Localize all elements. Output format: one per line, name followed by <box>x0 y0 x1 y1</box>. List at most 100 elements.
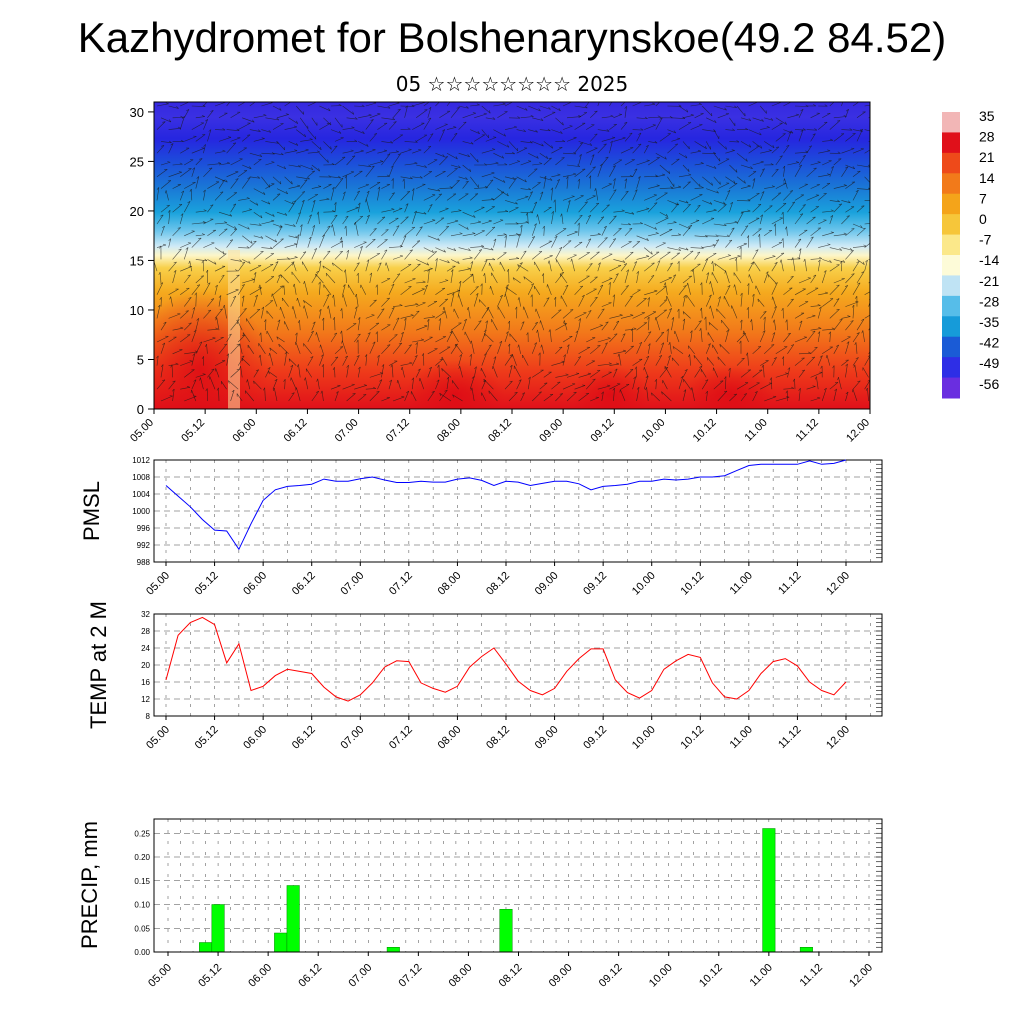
wind-arrow-head <box>565 373 569 376</box>
wind-arrow <box>388 379 392 390</box>
wind-arrow <box>311 391 319 402</box>
wind-arrow <box>852 129 863 132</box>
wind-arrow-head <box>273 387 275 391</box>
wind-arrow <box>458 247 471 251</box>
wind-arrow <box>787 258 801 260</box>
wind-arrow-head <box>246 246 250 249</box>
wind-arrow <box>427 133 434 142</box>
wind-arrow <box>354 385 367 390</box>
wind-arrow-head <box>873 184 874 187</box>
wind-arrow-head <box>559 393 563 395</box>
wind-arrow-head <box>243 308 247 310</box>
wind-arrow <box>493 129 506 137</box>
wind-arrow <box>358 164 371 167</box>
wind-arrow-head <box>502 102 506 105</box>
wind-arrow <box>659 211 668 217</box>
wind-arrow-head <box>570 309 574 311</box>
wind-arrow-head <box>656 184 660 186</box>
wind-arrow-head <box>617 353 620 357</box>
wind-arrow-head <box>493 238 497 242</box>
wind-arrow <box>624 132 633 142</box>
wind-arrow <box>203 167 213 178</box>
wind-arrow-head <box>574 231 578 233</box>
wind-arrow <box>504 126 517 130</box>
wind-arrow <box>334 251 343 260</box>
wind-arrow <box>702 129 716 132</box>
wind-arrow-head <box>177 313 181 315</box>
wind-arrow <box>702 244 716 248</box>
wind-arrow <box>450 180 460 189</box>
wind-arrow <box>249 240 257 248</box>
wind-arrow <box>864 379 870 390</box>
heatmap-y-tick-label: 20 <box>130 204 144 219</box>
wind-arrow-head <box>485 320 488 324</box>
wind-arrow <box>334 156 346 166</box>
wind-arrow <box>416 281 426 284</box>
wind-arrow <box>400 315 414 319</box>
wind-arrow-head <box>645 145 649 148</box>
wind-arrow <box>624 211 634 215</box>
wind-arrow <box>856 271 865 284</box>
wind-arrow <box>491 319 498 331</box>
wind-arrow-head <box>443 249 446 253</box>
wind-arrow <box>647 316 650 331</box>
wind-arrow <box>160 395 173 402</box>
wind-arrow-head <box>683 295 686 298</box>
wind-arrow-head <box>159 297 162 300</box>
wind-arrow <box>520 116 534 119</box>
wind-arrow <box>597 102 600 107</box>
wind-arrow-head <box>410 314 414 316</box>
wind-arrow-head <box>551 211 554 214</box>
wind-arrow <box>184 136 197 142</box>
wind-arrow-head <box>162 121 166 123</box>
wind-arrow <box>783 102 792 107</box>
wind-arrow-head <box>416 240 420 242</box>
wind-arrow-head <box>630 251 634 253</box>
wind-arrow <box>450 259 460 264</box>
wind-arrow <box>330 129 342 134</box>
wind-arrow-head <box>837 120 841 122</box>
wind-arrow <box>381 153 391 166</box>
wind-arrow-head <box>396 225 400 228</box>
wind-arrow-head <box>530 210 534 214</box>
wind-arrow <box>400 149 412 154</box>
wind-arrow <box>412 263 421 272</box>
wind-arrow <box>845 301 859 307</box>
wind-arrow-head <box>857 380 861 383</box>
wind-arrow <box>474 207 485 213</box>
wind-arrow-head <box>639 222 643 225</box>
wind-arrow-head <box>409 361 413 364</box>
wind-arrow-head <box>356 262 360 265</box>
wind-arrow <box>655 309 667 319</box>
wind-arrow <box>238 122 251 130</box>
wind-arrow <box>682 250 694 260</box>
wind-arrow-head <box>318 260 322 264</box>
wind-arrow <box>272 379 278 390</box>
wind-arrow <box>341 308 343 319</box>
wind-arrow-head <box>426 318 430 322</box>
wind-arrow-head <box>186 386 191 388</box>
wind-arrow-head <box>591 154 595 157</box>
wind-arrow <box>272 105 282 111</box>
wind-arrow <box>560 295 568 307</box>
wind-arrow <box>353 190 360 201</box>
wind-arrow <box>806 315 816 319</box>
wind-arrow <box>609 265 622 272</box>
wind-arrow <box>258 343 266 354</box>
wind-arrow <box>674 330 680 343</box>
precip-y-tick-label: 0.25 <box>134 829 150 838</box>
wind-arrow-head <box>683 285 687 287</box>
wind-arrow-head <box>728 239 732 242</box>
wind-arrow <box>818 121 828 130</box>
wind-arrow <box>400 191 410 201</box>
wind-arrow <box>717 296 721 307</box>
wind-arrow-head <box>651 251 653 255</box>
wind-arrow-head <box>719 344 721 348</box>
wind-arrow <box>288 392 295 402</box>
wind-arrow <box>400 286 412 296</box>
wind-arrow <box>566 373 580 378</box>
wind-arrow-head <box>529 191 533 194</box>
wind-arrow <box>346 155 356 166</box>
wind-arrow <box>458 193 469 201</box>
wind-arrow <box>203 337 216 343</box>
